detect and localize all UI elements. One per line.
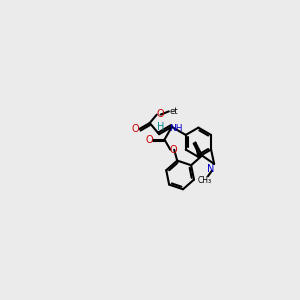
- Text: O: O: [145, 135, 153, 145]
- Text: CH₃: CH₃: [198, 176, 212, 184]
- Text: N: N: [207, 164, 215, 174]
- Text: H: H: [157, 122, 164, 132]
- Text: O: O: [169, 145, 177, 155]
- Text: O: O: [132, 124, 140, 134]
- Text: et: et: [169, 107, 178, 116]
- Text: NH: NH: [169, 124, 182, 133]
- Text: O: O: [156, 109, 164, 119]
